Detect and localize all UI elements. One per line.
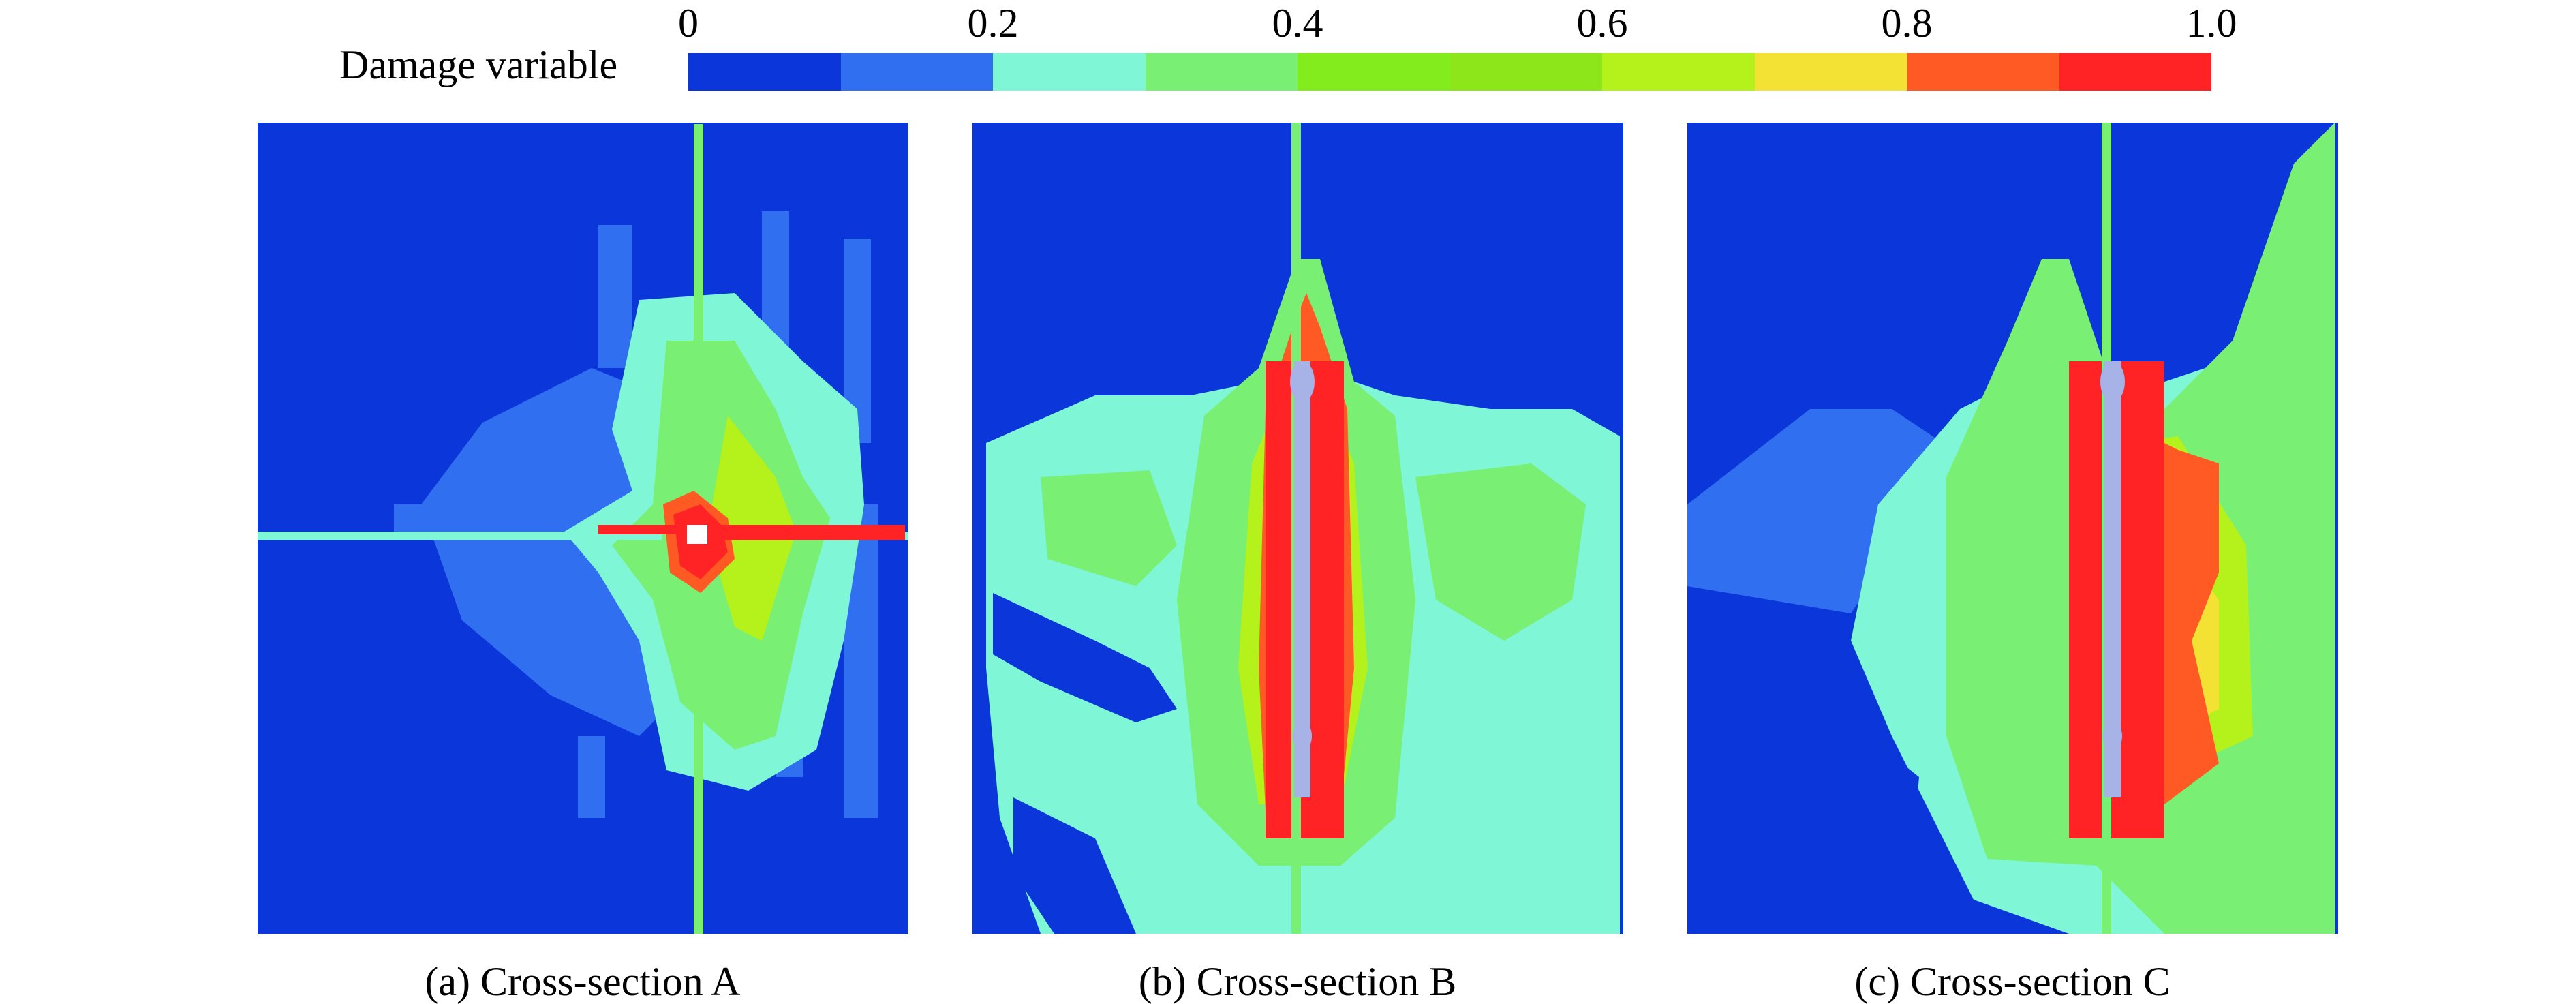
scale-tick-label: 0 [678,1,699,46]
scale-tick-label: 0.8 [1881,1,1933,46]
caption-cross-section-b: (b) Cross-section B [1138,959,1457,1004]
scale-cell [688,53,841,91]
scale-cell [993,53,1146,91]
scale-cell [1450,53,1602,91]
caption-cross-section-c: (c) Cross-section C [1854,959,2171,1004]
color-scale-bar [688,53,2211,91]
legend-title: Damage variable [339,42,618,87]
scale-tick-label: 1.0 [2186,1,2237,46]
scale-cell [1754,53,1907,91]
cross-section-a-image [258,123,908,934]
scale-cell [840,53,993,91]
scale-cell [1602,53,1755,91]
scale-tick-label: 0.6 [1576,1,1628,46]
scale-tick-label: 0.2 [967,1,1019,46]
scale-tick-label: 0.4 [1272,1,1323,46]
cross-section-b-image [972,123,1623,934]
scale-cell [1907,53,2059,91]
scale-cell [1145,53,1298,91]
scale-cell [1298,53,1450,91]
scale-cell [2059,53,2211,91]
caption-cross-section-a: (a) Cross-section A [425,959,741,1004]
cross-section-c-image [1687,123,2338,934]
